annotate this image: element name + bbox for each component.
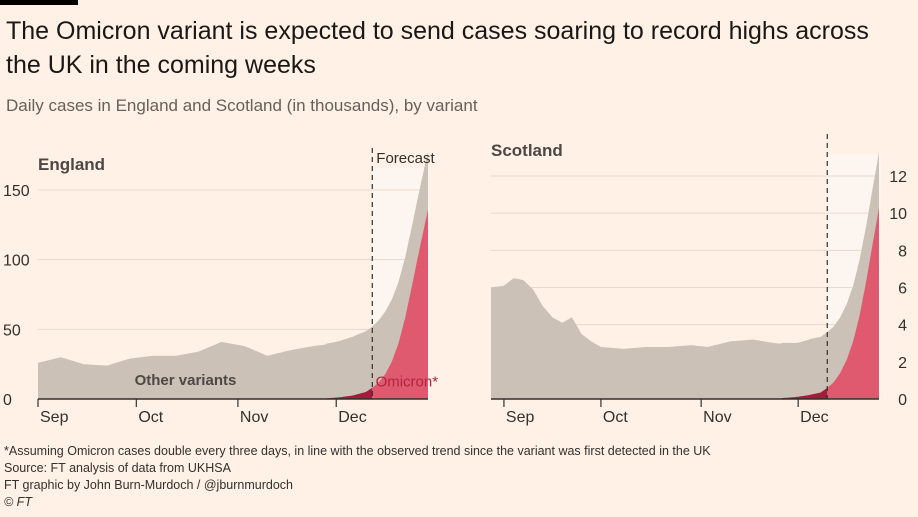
other-variants-label: Other variants (135, 372, 237, 389)
omicron-area-forecast (372, 209, 428, 399)
y-tick-label: 2 (898, 355, 907, 372)
omicron-area-actual (782, 387, 828, 399)
chart-subtitle: Daily cases in England and Scotland (in … (6, 96, 478, 115)
omicron-label: Omicron* (376, 373, 439, 390)
other-variants-area (491, 151, 879, 399)
chart-title: The Omicron variant is expected to send … (6, 17, 869, 79)
y-tick-label: 50 (3, 322, 21, 339)
x-tick-label: Oct (138, 409, 163, 426)
panel-title: England (38, 155, 105, 174)
other-variants-area (38, 151, 428, 399)
x-tick-label: Sep (506, 409, 535, 426)
credit-note: FT graphic by John Burn-Murdoch / @jburn… (4, 478, 293, 492)
x-tick-label: Dec (800, 409, 828, 426)
y-tick-label: 0 (898, 392, 907, 409)
x-tick-label: Nov (240, 409, 268, 426)
panel-title: Scotland (491, 141, 563, 160)
panel-scotland: 0 2 4 6 8 10 12 Scotland Sep Oct Nov Dec (491, 134, 907, 426)
y-tick-label: 8 (898, 243, 907, 260)
omicron-area-actual (326, 387, 373, 399)
brand-bar (0, 0, 78, 5)
footnote: *Assuming Omicron cases double every thr… (4, 444, 711, 458)
source-note: Source: FT analysis of data from UKHSA (4, 461, 231, 475)
y-tick-label: 150 (3, 183, 30, 200)
copyright-note: © FT (4, 495, 32, 509)
y-tick-label: 12 (889, 169, 907, 186)
panel-england: 0 50 100 150 Forecast England Sep Oct Nov Dec Othe… (3, 148, 438, 426)
y-tick-label: 6 (898, 281, 907, 298)
y-tick-label: 4 (898, 318, 907, 335)
x-tick-label: Dec (338, 409, 366, 426)
x-tick-label: Oct (603, 409, 628, 426)
x-tick-label: Nov (703, 409, 731, 426)
forecast-label: Forecast (376, 150, 435, 167)
x-tick-label: Sep (40, 409, 69, 426)
omicron-area-forecast (827, 207, 879, 399)
y-tick-label: 10 (889, 206, 907, 223)
y-tick-label: 0 (3, 392, 12, 409)
y-tick-label: 100 (3, 253, 30, 270)
